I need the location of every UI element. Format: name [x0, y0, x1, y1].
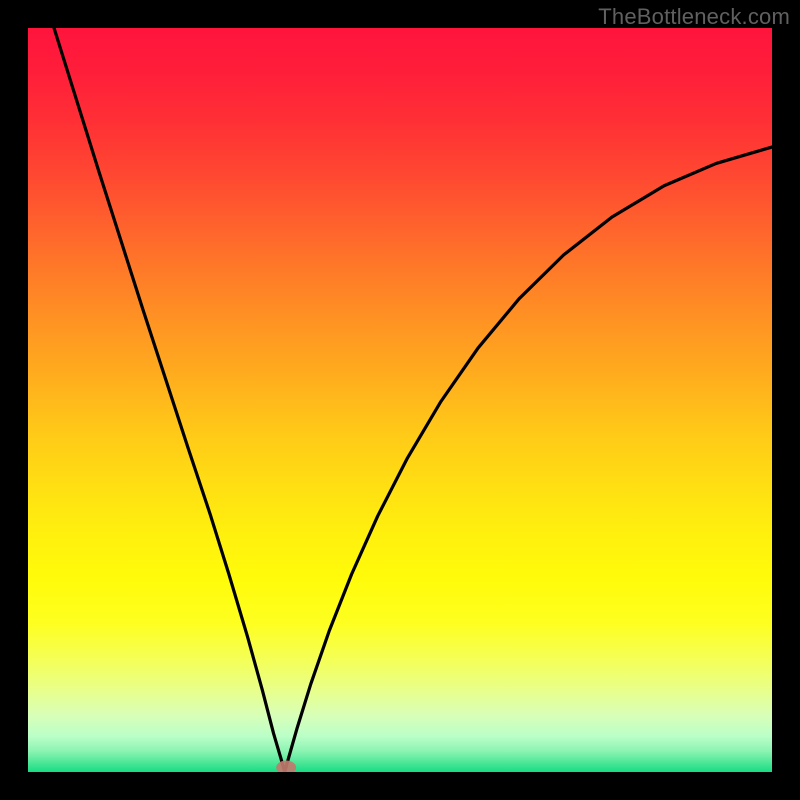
- chart-frame: TheBottleneck.com: [0, 0, 800, 800]
- gradient-background: [28, 28, 772, 772]
- plot-area: [28, 28, 772, 775]
- watermark-text: TheBottleneck.com: [598, 4, 790, 30]
- bottleneck-curve-chart: [0, 0, 800, 800]
